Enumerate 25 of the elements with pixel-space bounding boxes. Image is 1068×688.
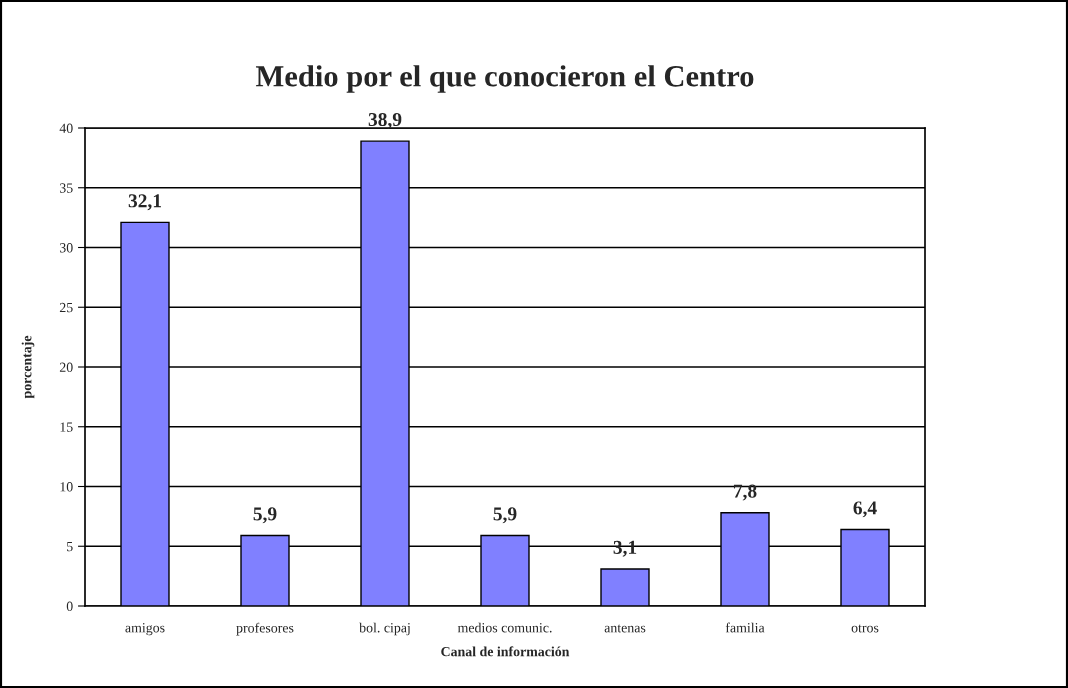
data-label: 5,9 xyxy=(493,507,517,524)
x-tick-label: amigos xyxy=(125,623,165,636)
chart-title: Medio por el que conocieron el Centro xyxy=(255,65,754,93)
y-tick-label: 0 xyxy=(66,601,73,611)
y-tick-label: 15 xyxy=(60,422,73,432)
y-axis-title: porcentaje xyxy=(21,335,35,399)
y-tick-label: 5 xyxy=(67,541,73,552)
x-axis-title: Canal de información xyxy=(441,646,570,657)
x-tick-label: familia xyxy=(725,622,765,633)
y-tick-label: 30 xyxy=(59,243,73,253)
x-tick-label: antenas xyxy=(604,624,646,633)
data-label: 6,4 xyxy=(853,501,877,518)
data-label: 7,8 xyxy=(733,484,757,501)
x-tick-label: otros xyxy=(851,624,879,633)
x-tick-label: medios comunic. xyxy=(457,622,552,633)
y-tick-label: 35 xyxy=(59,183,73,193)
x-tick-label: profesores xyxy=(236,622,294,636)
y-tick-label: 20 xyxy=(59,362,73,372)
x-tick-label: bol. cipaj xyxy=(359,622,410,636)
data-label: 5,9 xyxy=(253,507,277,524)
y-tick-label: 25 xyxy=(59,302,73,313)
data-label: 32,1 xyxy=(128,194,162,211)
data-label: 38,9 xyxy=(368,112,402,129)
y-tick-label: 10 xyxy=(60,482,73,492)
y-tick-label: 40 xyxy=(59,123,73,133)
